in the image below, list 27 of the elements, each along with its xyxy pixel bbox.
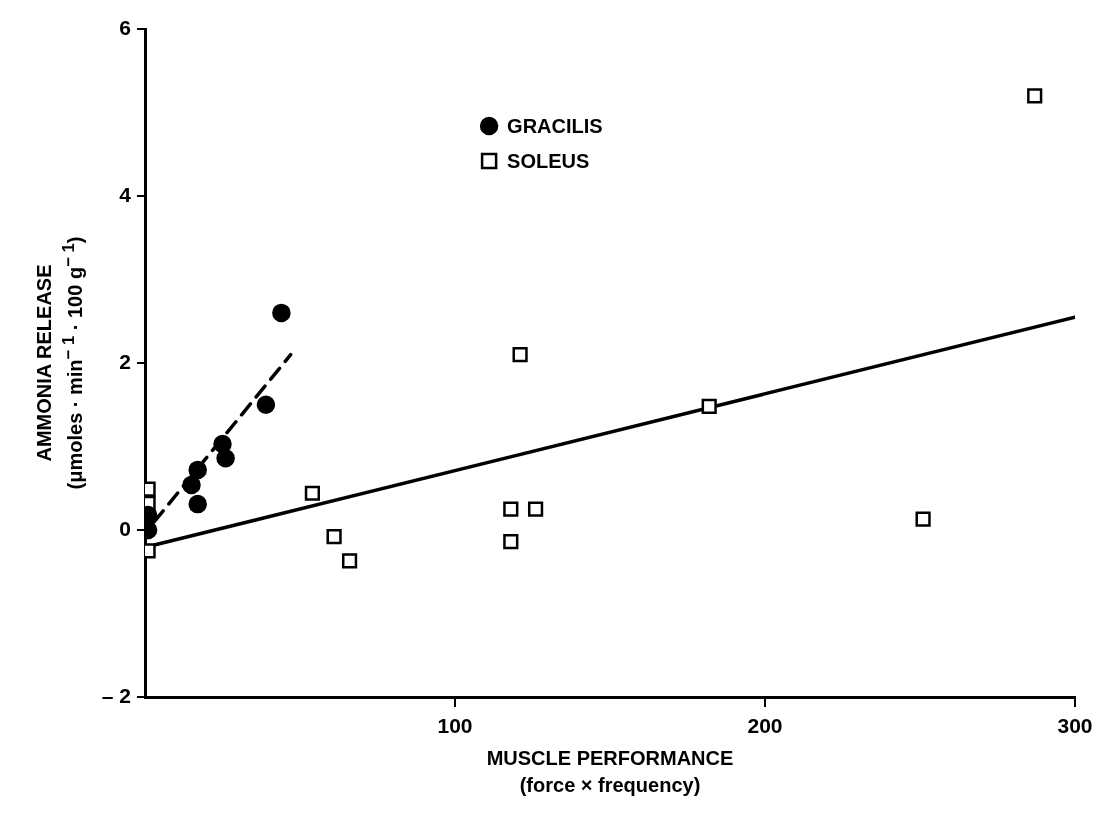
point — [341, 553, 358, 569]
y-tick-label: – 2 — [101, 683, 131, 707]
point — [915, 511, 931, 527]
point — [1027, 88, 1043, 104]
point — [188, 460, 207, 480]
point — [188, 494, 207, 514]
point — [512, 347, 528, 363]
point — [272, 303, 291, 323]
legend-label: GRACILIS — [507, 114, 603, 137]
x-axis-title: MUSCLE PERFORMANCE (force × frequency) — [485, 746, 735, 798]
point — [503, 501, 519, 517]
x-tick-label: 100 — [437, 714, 473, 738]
point — [216, 448, 235, 468]
x-tick-label: 300 — [1057, 714, 1093, 738]
point — [326, 529, 342, 545]
point — [182, 475, 201, 495]
point — [256, 395, 276, 414]
x-tick-label: 200 — [747, 714, 783, 738]
point — [527, 501, 544, 517]
point — [503, 534, 519, 550]
y-tick-label: 4 — [119, 182, 132, 206]
point — [701, 398, 717, 415]
y-tick-label: 2 — [119, 349, 131, 373]
y-tick-label: 6 — [119, 15, 131, 39]
y-tick-label: 0 — [119, 516, 131, 540]
legend-label: SOLEUS — [507, 149, 590, 172]
point — [304, 485, 321, 501]
